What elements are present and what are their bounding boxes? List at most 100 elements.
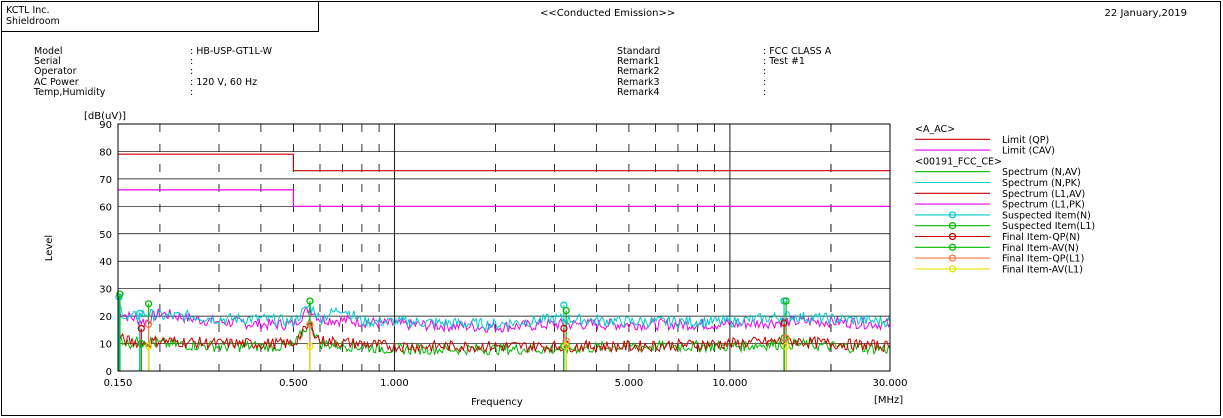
x-tick-label: 0.500 xyxy=(279,378,308,389)
x-tick-label: 1.000 xyxy=(380,378,409,389)
marker-point xyxy=(116,290,124,298)
grid-layer xyxy=(118,124,890,371)
marker-point xyxy=(780,319,788,327)
marker-point xyxy=(782,334,790,342)
legend-entry-label: Suspected Item(N) xyxy=(1002,210,1091,221)
plot-area-border xyxy=(117,123,891,372)
legend-swatch-marker xyxy=(948,232,957,241)
info-value: : HB-USP-GT1L-W xyxy=(190,46,273,57)
marker-point xyxy=(137,339,145,348)
company-name: KCTL Inc. xyxy=(6,5,50,16)
marker-point xyxy=(560,324,568,333)
marker-point xyxy=(306,320,314,328)
x-tick-label: 10.000 xyxy=(712,378,747,389)
info-right-labels: Standard Remark1 Remark2 Remark3 Remark4 xyxy=(617,46,661,98)
marker-point xyxy=(144,300,153,308)
x-tick-label: 5.000 xyxy=(615,378,644,389)
info-label: Operator xyxy=(34,66,77,78)
spectrum-trace xyxy=(117,305,891,334)
info-label: Model xyxy=(34,46,63,57)
y-tick-label: 60 xyxy=(99,202,112,213)
y-tick-label: 50 xyxy=(99,230,112,241)
info-label: Temp,Humidity xyxy=(34,86,106,98)
info-label: Serial xyxy=(34,56,61,68)
legend-swatch-marker xyxy=(948,222,957,230)
series-layer xyxy=(117,153,891,357)
info-label: Standard xyxy=(617,46,661,57)
y-tick-label: 10 xyxy=(99,340,112,351)
marker-point xyxy=(782,342,790,350)
legend-entry-label: Final Item-AV(L1) xyxy=(1002,264,1083,275)
marker-point xyxy=(135,309,144,318)
info-label: AC Power xyxy=(34,76,79,88)
y-tick-label: 70 xyxy=(99,175,112,186)
y-tick-label: 20 xyxy=(99,312,112,323)
marker-point xyxy=(782,297,790,305)
company-box: KCTL Inc. Shieldroom xyxy=(1,1,319,32)
report-title: <<Conducted Emission>> xyxy=(540,8,676,19)
legend-entry-label: Spectrum (L1,AV) xyxy=(1002,189,1085,200)
limit-line xyxy=(118,189,890,207)
y-unit-label: [dB(uV)] xyxy=(84,111,126,122)
info-value: : xyxy=(763,76,767,88)
legend-entry-label: Final Item-QP(N) xyxy=(1002,232,1080,243)
report-date: 22 January,2019 xyxy=(1104,8,1187,19)
legend-group-title: <00191_FCC_CE> xyxy=(915,156,1002,167)
info-value: : xyxy=(763,86,767,98)
info-right-values: : FCC CLASS A : Test #1 : : : xyxy=(763,46,832,98)
legend-swatch-marker xyxy=(948,243,957,251)
info-left-labels: Model Serial Operator AC Power Temp,Humi… xyxy=(34,46,106,98)
info-label: Remark1 xyxy=(617,56,660,68)
y-tick-label: 80 xyxy=(99,147,112,158)
legend-entry-label: Final Item-AV(N) xyxy=(1002,243,1079,254)
legend-swatch-marker xyxy=(948,211,957,219)
y-tick-label: 90 xyxy=(99,120,112,131)
legend-entry-label: Limit (QP) xyxy=(1002,135,1049,146)
x-tick-label: 0.150 xyxy=(104,378,133,389)
y-axis-label: Level xyxy=(44,235,55,261)
legend-entry-label: Suspected Item(L1) xyxy=(1002,221,1095,232)
y-tick-label: 0 xyxy=(106,367,112,378)
x-axis-label: Frequency xyxy=(471,397,523,408)
legend-entry-label: Spectrum (L1,PK) xyxy=(1002,200,1085,211)
marker-point xyxy=(144,320,153,328)
spectrum-trace xyxy=(117,300,891,331)
marker-point xyxy=(144,342,153,350)
legend-entry-label: Spectrum (N,AV) xyxy=(1002,167,1081,178)
info-left-values: : HB-USP-GT1L-W : : : 120 V, 60 Hz : xyxy=(190,46,273,98)
axis-layer: 0 10 20 30 40 50 60 70 80 90 0.150 0.500 1.000 5.000 1… xyxy=(99,120,907,389)
info-label: Remark2 xyxy=(617,66,660,78)
legend: <A_AC> Limit (QP)Limit (CAV)<00191_FCC_CE… xyxy=(915,124,1095,275)
info-value: : xyxy=(190,66,194,78)
site-name: Shieldroom xyxy=(6,15,60,27)
marker-point xyxy=(562,306,570,315)
info-value: : Test #1 xyxy=(763,56,805,68)
limit-line xyxy=(118,153,890,172)
spectrum-trace xyxy=(117,322,891,354)
legend-entry-label: Spectrum (N,PK) xyxy=(1002,178,1081,189)
info-value: : 120 V, 60 Hz xyxy=(190,76,258,88)
spectrum-trace xyxy=(117,316,891,357)
y-tick-label: 30 xyxy=(99,285,112,296)
x-unit-label: [MHz] xyxy=(874,395,903,406)
legend-swatch-marker xyxy=(948,254,957,262)
marker-point xyxy=(306,297,314,305)
info-value: : xyxy=(190,56,194,68)
marker-point xyxy=(137,324,145,333)
legend-group-title: <A_AC> xyxy=(915,124,955,135)
marker-point xyxy=(306,342,314,350)
legend-entry-label: Limit (CAV) xyxy=(1002,146,1055,157)
info-label: Remark4 xyxy=(617,86,660,98)
y-tick-label: 40 xyxy=(99,257,112,268)
x-tick-label: 30.000 xyxy=(873,378,908,389)
info-value: : FCC CLASS A xyxy=(763,46,832,57)
legend-swatch-marker xyxy=(948,265,957,273)
info-value: : xyxy=(190,86,194,98)
marker-layer xyxy=(115,290,790,371)
info-label: Remark3 xyxy=(617,76,660,88)
marker-point xyxy=(562,342,570,350)
info-value: : xyxy=(763,66,767,78)
legend-entry-label: Final Item-QP(L1) xyxy=(1002,254,1084,265)
